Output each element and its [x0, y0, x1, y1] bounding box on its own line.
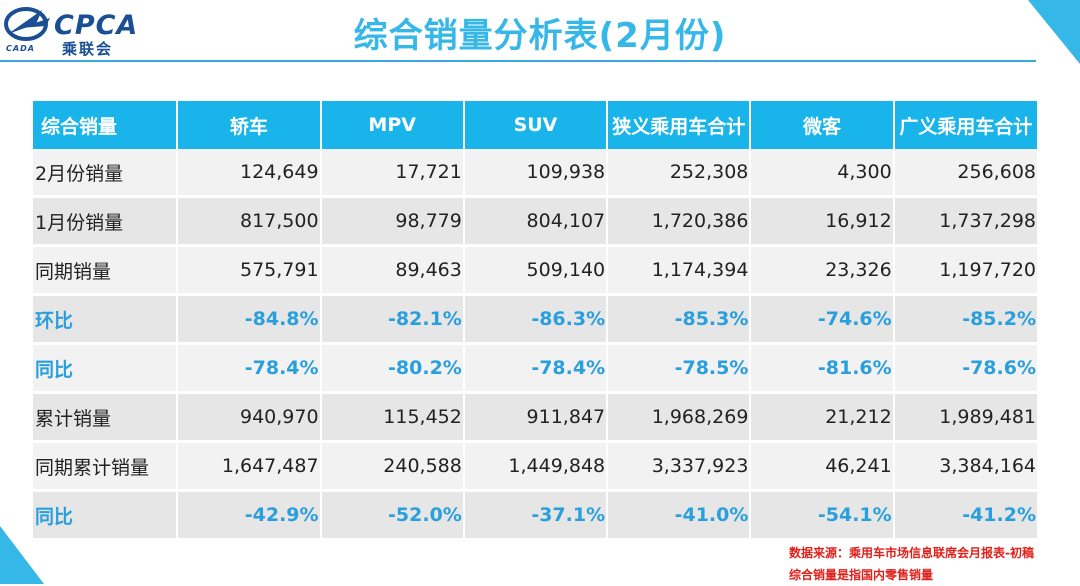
table-cell: 256,608	[893, 149, 1037, 198]
row-label: 累计销量	[33, 392, 179, 443]
table-cell: -78.5%	[607, 343, 752, 394]
table-cell: 98,779	[320, 196, 465, 247]
table-cell: 115,452	[320, 392, 465, 443]
logo-text: CPCA	[54, 10, 139, 41]
table-cell: 16,912	[750, 196, 895, 247]
row-label: 同期销量	[33, 245, 179, 296]
row-label: 同期累计销量	[33, 441, 179, 492]
table-cell: 23,326	[750, 245, 895, 296]
column-header: 微客	[750, 101, 895, 149]
table-cell: -78.6%	[893, 343, 1037, 394]
table-cell: 1,647,487	[177, 441, 322, 492]
header-divider	[0, 60, 1036, 62]
table-cell: 940,970	[177, 392, 322, 443]
logo-emblem-icon	[4, 7, 50, 41]
column-header: SUV	[463, 101, 609, 149]
table-cell: -84.8%	[177, 294, 322, 345]
table-cell: 109,938	[463, 149, 609, 198]
logo-chinese-name: 乘联会	[62, 40, 114, 58]
table-cell: 575,791	[177, 245, 322, 296]
table-cell: 17,721	[320, 149, 465, 198]
table-cell: 911,847	[463, 392, 609, 443]
table-cell: 1,989,481	[893, 392, 1037, 443]
table-row: 2月份销量 124,649 17,721 109,938 252,308 4,300 256…	[33, 149, 1037, 198]
header-row: 综合销量 轿车 MPV SUV 狭义乘用车合计 微客 广义乘用车合计	[33, 101, 1037, 149]
corner-decoration-top-right	[1028, 0, 1080, 64]
notes: 数据来源：乘用车市场信息联席会月报表-初稿 综合销量是指国内零售销量	[789, 542, 1034, 586]
table-row: 同比 -78.4% -80.2% -78.4% -78.5% -81.6% -78.6%	[33, 343, 1037, 394]
table-cell: 124,649	[177, 149, 322, 198]
table-cell: 509,140	[463, 245, 609, 296]
column-header: 狭义乘用车合计	[607, 101, 752, 149]
table-cell: 804,107	[463, 196, 609, 247]
table-row: 累计销量 940,970 115,452 911,847 1,968,269 21,212…	[33, 392, 1037, 443]
table-cell: 240,588	[320, 441, 465, 492]
table-cell: -52.0%	[320, 490, 465, 541]
table-cell: -42.9%	[177, 490, 322, 541]
table-cell: 89,463	[320, 245, 465, 296]
source-note: 数据来源：乘用车市场信息联席会月报表-初稿	[789, 546, 1034, 560]
table-row: 1月份销量 817,500 98,779 804,107 1,720,386 16,912…	[33, 196, 1037, 247]
table-row: 同期销量 575,791 89,463 509,140 1,174,394 23,326 1…	[33, 245, 1037, 296]
table-cell: -78.4%	[463, 343, 609, 394]
table-cell: 3,384,164	[893, 441, 1037, 492]
table-cell: -86.3%	[463, 294, 609, 345]
table-cell: -41.0%	[607, 490, 752, 541]
table-header: 综合销量 轿车 MPV SUV 狭义乘用车合计 微客 广义乘用车合计	[33, 101, 1037, 149]
logo-subtext: CADA	[6, 44, 35, 53]
page-title: 综合销量分析表(2月份)	[353, 16, 727, 56]
table-cell: -80.2%	[320, 343, 465, 394]
table-cell: 46,241	[750, 441, 895, 492]
table-cell: 4,300	[750, 149, 895, 198]
row-label: 1月份销量	[33, 196, 179, 247]
table-cell: -37.1%	[463, 490, 609, 541]
table-cell: 3,337,923	[607, 441, 752, 492]
table-row: 同期累计销量 1,647,487 240,588 1,449,848 3,337,923…	[33, 441, 1037, 492]
table-cell: 1,720,386	[607, 196, 752, 247]
table-row: 环比 -84.8% -82.1% -86.3% -85.3% -74.6% -85.2%	[33, 294, 1037, 345]
table-cell: -78.4%	[177, 343, 322, 394]
table-cell: -85.3%	[607, 294, 752, 345]
table-cell: -41.2%	[893, 490, 1037, 541]
table-cell: 21,212	[750, 392, 895, 443]
table-body: 2月份销量 124,649 17,721 109,938 252,308 4,300 256…	[33, 149, 1037, 541]
row-label: 同比	[33, 490, 179, 541]
table-cell: 1,449,848	[463, 441, 609, 492]
column-header: 综合销量	[33, 101, 179, 149]
table-cell: 1,737,298	[893, 196, 1037, 247]
column-header: 轿车	[177, 101, 322, 149]
table-cell: -74.6%	[750, 294, 895, 345]
table-cell: 817,500	[177, 196, 322, 247]
table-cell: 1,968,269	[607, 392, 752, 443]
table-cell: 1,174,394	[607, 245, 752, 296]
table-cell: -54.1%	[750, 490, 895, 541]
column-header: 广义乘用车合计	[893, 101, 1037, 149]
cpca-logo: CPCA 乘联会 CADA	[2, 4, 152, 58]
table-row: 同比 -42.9% -52.0% -37.1% -41.0% -54.1% -41.2%	[33, 490, 1037, 541]
table-cell: -81.6%	[750, 343, 895, 394]
definition-note: 综合销量是指国内零售销量	[789, 568, 934, 582]
sales-table: 综合销量 轿车 MPV SUV 狭义乘用车合计 微客 广义乘用车合计 2月份销量 124,64…	[33, 101, 1037, 541]
table-cell: 252,308	[607, 149, 752, 198]
row-label: 2月份销量	[33, 149, 179, 198]
row-label: 同比	[33, 343, 179, 394]
table-cell: -82.1%	[320, 294, 465, 345]
column-header: MPV	[320, 101, 465, 149]
row-label: 环比	[33, 294, 179, 345]
table-cell: -85.2%	[893, 294, 1037, 345]
table-cell: 1,197,720	[893, 245, 1037, 296]
